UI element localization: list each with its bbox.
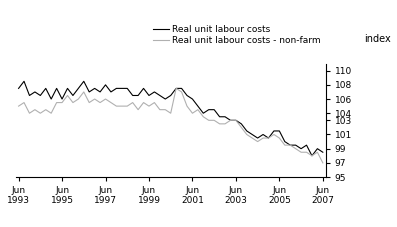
Real unit labour costs - non-farm — [33, 108, 37, 111]
Real unit labour costs - non-farm — [16, 105, 21, 108]
Text: index: index — [364, 34, 391, 44]
Real unit labour costs — [233, 119, 238, 122]
Real unit labour costs — [38, 94, 43, 97]
Real unit labour costs - non-farm — [228, 119, 233, 122]
Line: Real unit labour costs: Real unit labour costs — [19, 81, 323, 156]
Real unit labour costs - non-farm — [146, 105, 151, 108]
Real unit labour costs — [22, 80, 27, 83]
Real unit labour costs — [152, 91, 157, 93]
Real unit labour costs - non-farm — [27, 112, 32, 115]
Line: Real unit labour costs - non-farm: Real unit labour costs - non-farm — [19, 88, 323, 163]
Real unit labour costs — [33, 91, 37, 93]
Real unit labour costs — [16, 87, 21, 90]
Real unit labour costs — [320, 151, 325, 154]
Real unit labour costs — [310, 154, 314, 157]
Real unit labour costs — [103, 84, 108, 86]
Real unit labour costs — [228, 119, 233, 122]
Real unit labour costs - non-farm — [320, 162, 325, 164]
Real unit labour costs - non-farm — [98, 101, 102, 104]
Real unit labour costs - non-farm — [174, 87, 179, 90]
Legend: Real unit labour costs, Real unit labour costs - non-farm: Real unit labour costs, Real unit labour… — [152, 25, 321, 45]
Real unit labour costs - non-farm — [233, 119, 238, 122]
